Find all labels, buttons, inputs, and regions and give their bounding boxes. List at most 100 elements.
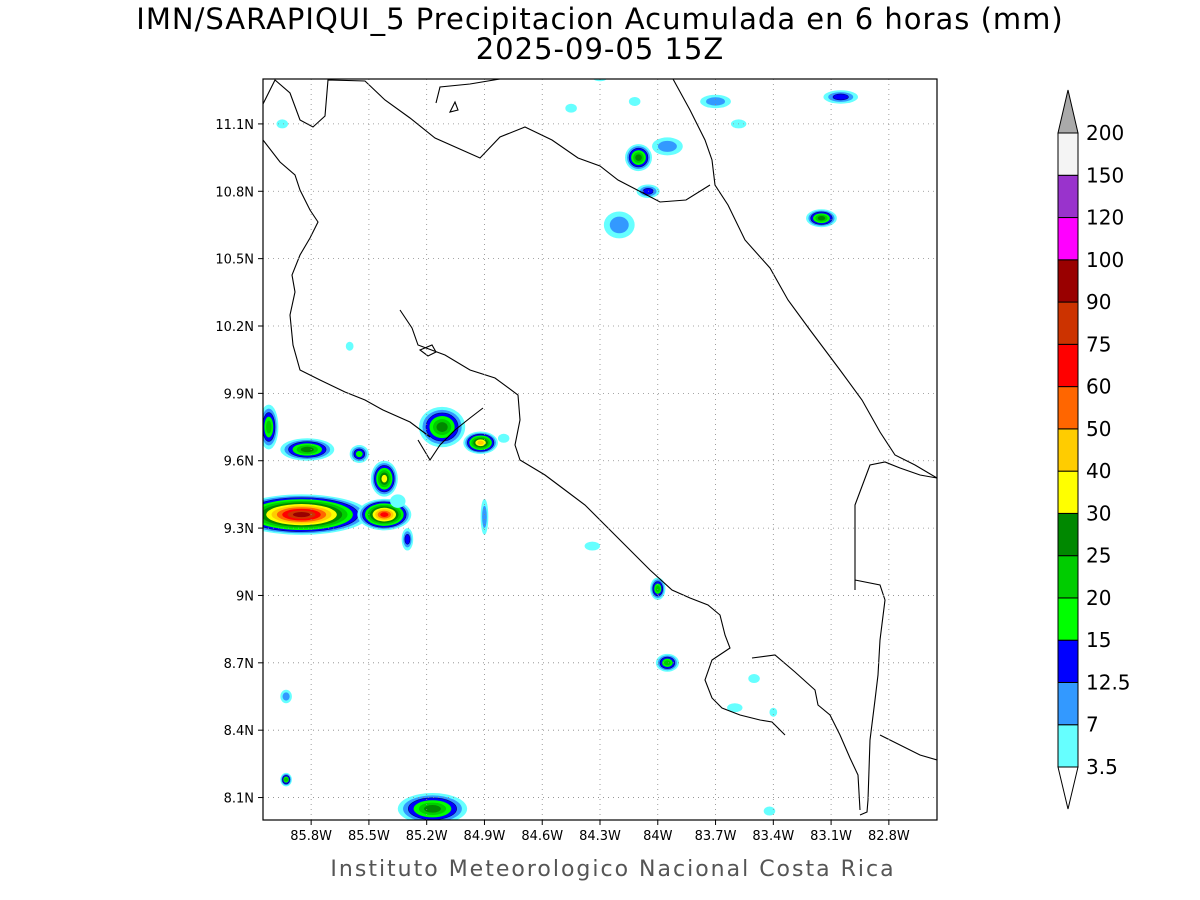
precip-cell [625,144,652,172]
precip-contour-25 [817,216,826,221]
x-tick-label: 85.2W [406,829,448,844]
precip-contour-7 [706,97,726,106]
lake-nicaragua-shore [435,79,501,104]
precip-cell [748,674,760,684]
panama-border [854,461,937,816]
precip-cell [345,341,354,351]
legend-label: 60 [1086,375,1111,399]
legend-label: 7 [1086,713,1099,737]
legend-label: 100 [1086,248,1124,272]
burica-coast [879,734,937,761]
legend-swatch-12.5 [1057,639,1079,683]
precip-cell [603,211,635,239]
legend-label: 75 [1086,332,1111,356]
precip-contour-3.5 [763,806,776,816]
precip-contour-12.5 [832,93,849,101]
legend-label: 12.5 [1086,670,1131,694]
precip-contour-7 [609,216,629,234]
precip-cell [276,119,289,129]
precip-contour-3.5 [497,433,510,443]
precip-contour-3.5 [390,494,406,508]
precip-contour-25 [635,154,642,161]
y-tick-label: 10.5N [215,253,254,268]
legend-swatch-30 [1057,470,1079,514]
precip-contour-7 [282,692,290,701]
san-lucas-island [418,344,437,357]
legend-swatch-50 [1057,386,1079,430]
y-tick-label: 9.9N [224,387,254,402]
precip-contour-7 [482,505,487,528]
precip-cell [280,772,292,787]
graticule-grid [263,79,937,820]
legend-label: 90 [1086,290,1111,314]
x-tick-label: 83.7W [695,829,737,844]
lake-island [448,100,459,113]
precip-cell [628,96,641,106]
map-title: IMN/SARAPIQUI_5 Precipitacion Acumulada … [136,2,1063,36]
precip-contour-3.5 [769,707,778,717]
precip-cell [280,689,292,704]
precip-contour-3.5 [584,541,600,551]
precip-cell [763,806,776,816]
legend-swatch-60 [1057,343,1079,388]
legend-swatch-100 [1057,217,1079,261]
legend-swatch-90 [1057,259,1079,303]
precip-contour-3.5 [748,674,760,684]
y-tick-label: 11.1N [215,118,254,133]
y-tick-label: 9.3N [224,522,254,537]
precip-cell [823,90,859,104]
footer-credit: Instituto Meteorologico Nacional Costa R… [330,857,895,882]
nicoya-gulf-coast [399,309,786,736]
x-tick-label: 84.6W [521,829,563,844]
precip-contour-3.5 [628,96,641,106]
y-tick-label: 9.6N [224,455,254,470]
legend-label: 120 [1086,206,1124,230]
precip-cell [565,103,577,113]
osa-peninsula [751,654,861,811]
precip-cell [401,528,414,551]
precip-contour-7 [594,70,606,78]
legend-label: 200 [1086,121,1124,145]
precip-contour-12.5 [404,534,411,545]
precipitation-field [263,70,859,820]
latitude-axis: 8.1N 8.4N 8.7N 9N 9.3N 9.6N 9.9N 10.2N 10.5N 10.8… [215,118,263,807]
gulf-inner-shore [417,407,484,462]
precip-contour-20 [655,585,660,592]
precip-contour-3.5 [565,103,577,113]
legend-swatch-3.5 [1057,724,1079,768]
precip-contour-40 [477,440,484,445]
precip-cell [418,406,466,448]
legend-label: 30 [1086,501,1111,525]
precip-contour-20 [284,777,289,782]
precip-cell [584,541,600,551]
legend-swatch-15 [1057,597,1079,641]
precip-contour-30 [381,474,388,483]
legend-swatch-120 [1057,174,1079,219]
caribbean-coast [672,79,937,479]
precip-cell [655,653,679,672]
precip-contour-7 [657,140,677,152]
color-legend: 3.5 7 12.5 15 20 25 30 40 50 60 75 90 100 120 150 200 [1057,89,1131,810]
precip-contour-90 [292,512,311,518]
x-tick-label: 84.3W [579,829,621,844]
legend-swatch-75 [1057,301,1079,345]
precip-cell [263,404,279,450]
longitude-axis: 85.8W 85.5W 85.2W 84.9W 84.6W 84.3W 84W 83.7W 83… [290,820,910,844]
legend-max-triangle [1057,89,1079,134]
x-tick-label: 84W [643,829,673,844]
precip-cell [806,209,837,228]
x-tick-label: 82.8W [868,829,910,844]
y-tick-label: 10.2N [215,320,254,335]
precip-contour-25 [436,422,448,432]
precip-cell [463,431,498,454]
legend-label: 20 [1086,586,1111,610]
precip-contour-20 [266,420,272,434]
precip-cell [700,94,731,109]
legend-label: 15 [1086,628,1111,652]
precip-cell [263,494,369,535]
x-tick-label: 85.5W [348,829,390,844]
legend-swatch-25 [1057,512,1079,557]
precip-contour-15 [355,450,363,458]
precip-cell [650,577,666,600]
